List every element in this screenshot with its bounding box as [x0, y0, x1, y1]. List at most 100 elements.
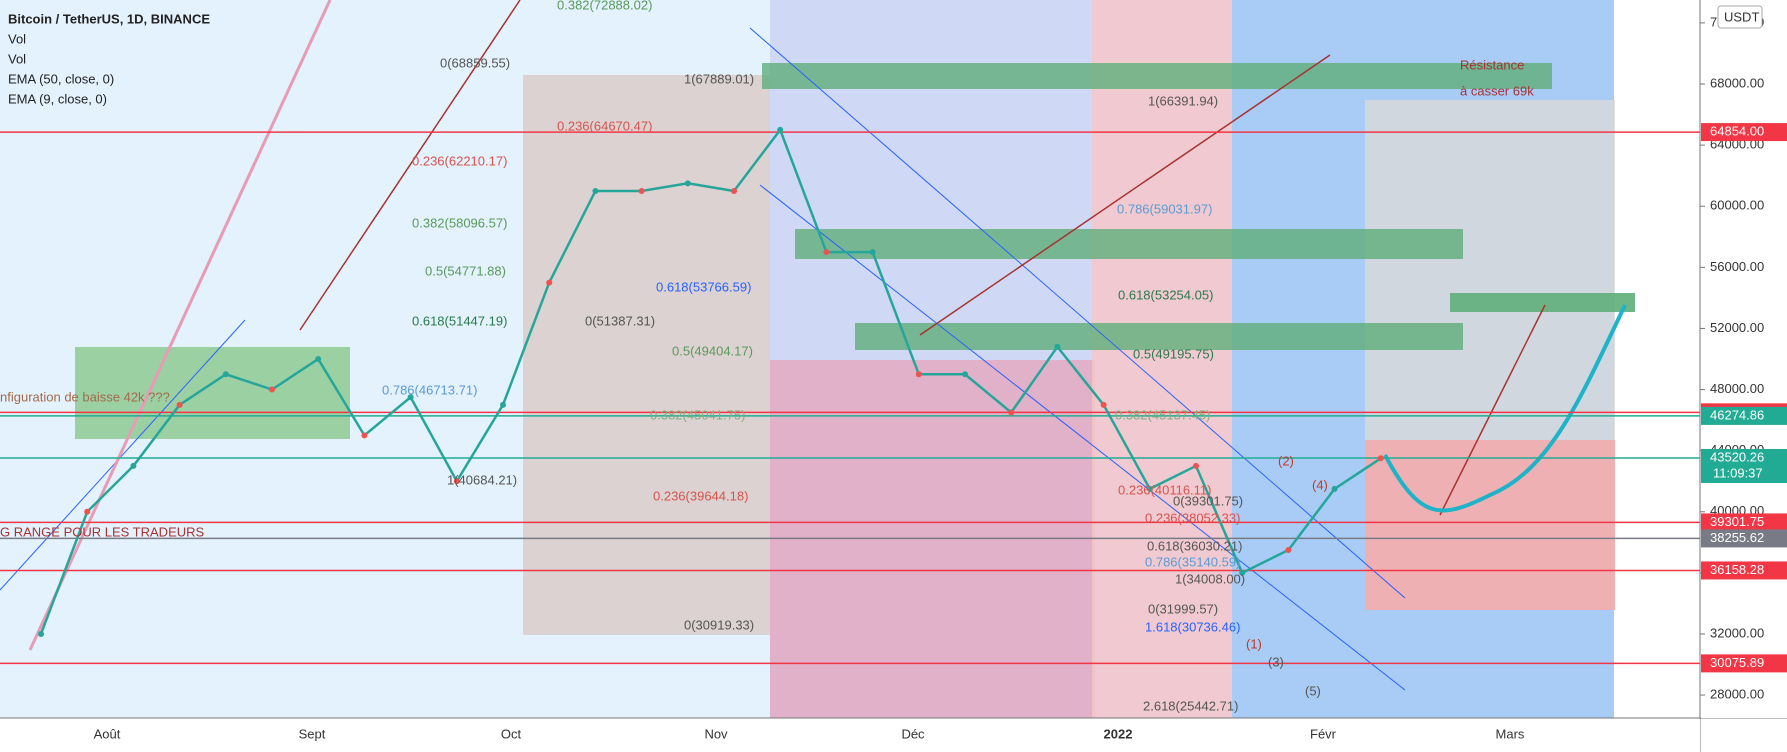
price-point	[176, 401, 183, 408]
legend-text: EMA (9, close, 0)	[8, 91, 107, 106]
legend-text: EMA (50, close, 0)	[8, 71, 114, 86]
price-point	[1146, 485, 1153, 492]
y-tick-label: 32000.00	[1710, 625, 1764, 640]
fib-label: 0.236(38052.33)	[1145, 510, 1240, 525]
zone	[855, 323, 1463, 350]
fib-label: 0.618(53766.59)	[656, 279, 751, 294]
price-point	[546, 279, 553, 286]
price-point	[915, 371, 922, 378]
fib-label: 1(40684.21)	[447, 472, 517, 487]
x-tick-label: Févr	[1310, 726, 1337, 741]
y-tick-label: 48000.00	[1710, 381, 1764, 396]
price-badge-label: 36158.28	[1710, 562, 1764, 577]
price-axis	[1701, 0, 1787, 718]
legend-text: Vol	[8, 51, 26, 66]
price-point	[1331, 485, 1338, 492]
fib-label: 0.236(64670.47)	[557, 118, 652, 133]
arrow	[1439, 304, 1546, 516]
channel-line	[0, 319, 246, 591]
fib-label: 1(66391.94)	[1148, 93, 1218, 108]
price-badge	[1701, 406, 1787, 425]
fib-label: 0(31999.57)	[1148, 601, 1218, 616]
x-tick-label: Oct	[501, 726, 522, 741]
price-point	[962, 371, 968, 378]
price-point	[315, 356, 322, 362]
fib-label: 1(34008.00)	[1175, 571, 1245, 586]
annotation: (4)	[1312, 477, 1328, 492]
fib-label: 0.382(45041.75)	[650, 407, 745, 422]
price-badge	[1701, 654, 1787, 673]
price-badge-label: 64854.00	[1710, 124, 1764, 139]
price-point	[638, 187, 645, 194]
fib-label: 0.5(49195.75)	[1133, 346, 1214, 361]
price-point	[1239, 569, 1246, 576]
x-tick-label: Déc	[901, 726, 925, 741]
price-point	[453, 478, 460, 485]
fib-label: 0.382(72888.02)	[557, 0, 652, 12]
fib-label: 0.618(51447.19)	[412, 313, 507, 328]
annotation: Résistance	[1460, 57, 1524, 72]
x-tick-label: 2022	[1104, 726, 1133, 741]
projection	[1383, 304, 1627, 513]
annotation: nfiguration de baisse 42k ???	[0, 389, 170, 404]
zone	[75, 347, 350, 439]
annotation: (1)	[1246, 636, 1262, 651]
price-badge	[1701, 123, 1787, 142]
time-axis	[0, 719, 1700, 752]
price-point	[777, 126, 784, 133]
price-badge-label: 39301.75	[1710, 514, 1764, 529]
price-badge-label: 43520.26	[1710, 449, 1764, 464]
arrow	[299, 0, 521, 331]
price-point	[592, 187, 599, 194]
zone	[762, 63, 1552, 89]
arrow	[919, 54, 1331, 336]
price-point	[823, 249, 830, 256]
y-tick-label: 56000.00	[1710, 259, 1764, 274]
fib-label: 0.786(46713.71)	[382, 382, 477, 397]
price-point	[731, 187, 737, 194]
fib-label: 0.786(35140.59)	[1145, 554, 1240, 569]
price-point	[269, 386, 275, 393]
annotation: à casser 69k	[1460, 83, 1534, 98]
price-point	[222, 371, 229, 378]
fib-label: 0.382(45137.45)	[1115, 407, 1210, 422]
fib-label: 0.236(39644.18)	[653, 488, 748, 503]
countdown: 11:09:37	[1713, 465, 1763, 480]
channel-line	[749, 27, 1406, 599]
fib-label: 0.382(58096.57)	[412, 215, 507, 230]
price-point	[1008, 409, 1015, 416]
fib-label: 2.618(25442.71)	[1143, 698, 1238, 713]
fib-label: 0.618(36030.21)	[1147, 538, 1242, 553]
price-line-series	[39, 127, 1382, 635]
fib-label: 1.618(30736.46)	[1145, 619, 1240, 634]
price-point	[500, 401, 506, 408]
y-tick-label: 60000.00	[1710, 198, 1764, 213]
annotation: (3)	[1268, 654, 1284, 669]
legend-text: Bitcoin / TetherUS, 1D, BINANCE	[8, 11, 210, 26]
price-point	[869, 249, 876, 256]
annotation: (2)	[1278, 453, 1294, 468]
channel-line	[759, 184, 1406, 691]
price-point	[361, 432, 368, 439]
price-point	[1193, 462, 1199, 469]
x-tick-label: Mars	[1496, 726, 1525, 741]
price-point	[407, 394, 414, 401]
y-tick-label: 68000.00	[1710, 75, 1764, 90]
currency-box	[1717, 5, 1763, 29]
fib-label: 0(30919.33)	[684, 617, 754, 632]
price-badge	[1701, 561, 1787, 580]
x-tick-label: Sept	[299, 726, 326, 741]
price-badge	[1701, 529, 1787, 548]
zone	[1365, 440, 1615, 610]
fib-label: 0.236(62210.17)	[412, 153, 507, 168]
zone	[1450, 293, 1635, 312]
trend-line	[28, 0, 332, 651]
fib-label: 0.5(54771.88)	[425, 263, 506, 278]
price-point	[84, 508, 91, 515]
x-tick-label: Nov	[704, 726, 728, 741]
price-badge	[1701, 448, 1787, 483]
fib-label: 0(68859.55)	[440, 55, 510, 70]
price-badge-label: 30075.89	[1710, 655, 1764, 670]
annotation: (5)	[1305, 683, 1321, 698]
